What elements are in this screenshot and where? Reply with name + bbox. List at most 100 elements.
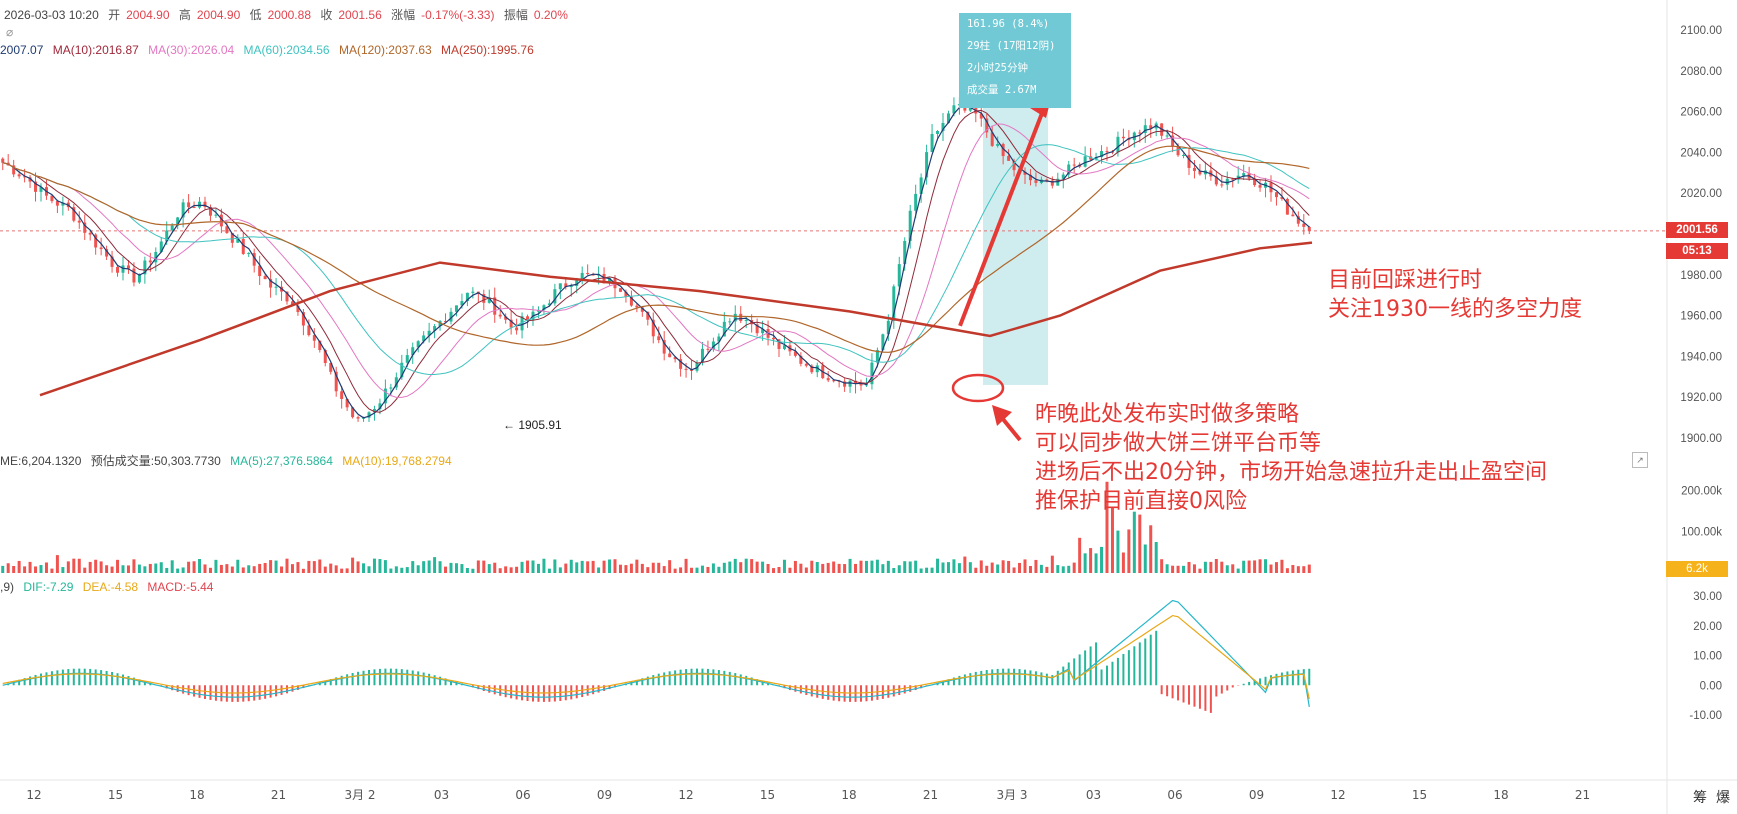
volume-bar	[903, 561, 907, 573]
candle-body	[372, 408, 376, 413]
macd-bar	[734, 673, 737, 686]
macd-bar	[384, 668, 387, 686]
ma-legend-item: 2007.07	[0, 43, 44, 57]
low-value: 2000.88	[267, 8, 311, 22]
countdown-tag: 05:13	[1666, 243, 1728, 259]
time-axis-tick: 3月 2	[344, 788, 375, 802]
macd-bar	[247, 685, 250, 702]
price-axis-tick: 1980.00	[1680, 270, 1722, 282]
volume-bar	[465, 567, 469, 573]
macd-bar	[1204, 685, 1207, 711]
volume-bar	[433, 557, 437, 573]
last-price-tag: 2001.56	[1666, 222, 1728, 238]
volume-bar	[1138, 514, 1142, 573]
low-marker: ← 1905.91	[503, 418, 562, 432]
volume-bar	[105, 565, 109, 573]
candle-body	[936, 131, 940, 134]
volume-bar	[859, 560, 863, 573]
volume-bar	[362, 563, 366, 573]
candle-body	[1253, 178, 1257, 186]
candle-body	[1023, 171, 1027, 175]
candle-body	[892, 286, 896, 321]
volume-bar	[487, 564, 491, 573]
volume-bar	[1209, 561, 1213, 573]
expand-icon[interactable]: ↗	[1632, 452, 1648, 468]
volume-bar	[460, 564, 464, 573]
volume-bar	[1, 565, 5, 573]
macd-bar	[963, 674, 966, 686]
macd-bar	[143, 681, 146, 686]
candle-body	[94, 234, 98, 248]
candle-body	[854, 380, 858, 384]
volume-ma10: MA(10):19,768.2794	[342, 454, 452, 468]
high-label: 高	[178, 8, 191, 22]
macd-bar	[242, 685, 245, 702]
candle-body	[717, 336, 721, 342]
volume-bar	[1296, 566, 1300, 573]
volume-bar	[1302, 566, 1306, 573]
liquidation-button[interactable]: 爆	[1716, 789, 1730, 805]
candle-body	[296, 305, 300, 313]
volume-bar	[340, 568, 344, 573]
ma-legend-item: MA(30):2026.04	[148, 43, 235, 57]
ma-legend-item: MA(120):2037.63	[338, 43, 432, 57]
candle-body	[728, 321, 732, 323]
estimated-volume: 预估成交量:50,303.7730	[90, 454, 221, 468]
candle-body	[886, 320, 890, 335]
macd-bar	[1242, 683, 1245, 686]
macd-bar	[138, 679, 141, 686]
volume-bar	[946, 562, 950, 573]
candle-body	[996, 144, 1000, 146]
close-value: 2001.56	[338, 8, 382, 22]
macd-bar	[821, 685, 824, 699]
header-datetime: 2026-03-03 10:20	[4, 8, 99, 22]
candle-body	[405, 355, 409, 363]
candle-body	[629, 296, 633, 306]
candle-body	[1001, 144, 1005, 157]
volume-bar	[1198, 568, 1202, 573]
ma-legend-item: MA(250):1995.76	[441, 43, 534, 57]
volume-bar	[1143, 544, 1147, 573]
tooltip-change: 161.96 (8.4%)	[967, 18, 1050, 30]
candle-body	[618, 288, 622, 292]
volume-bar	[531, 560, 535, 573]
volume-tag: 6.2k	[1666, 561, 1728, 577]
macd-bar	[389, 668, 392, 686]
macd-bar	[34, 674, 37, 686]
candle-body	[832, 380, 836, 382]
macd-bar	[1084, 650, 1087, 686]
time-axis-tick: 12	[26, 788, 41, 802]
candle-body	[274, 286, 278, 288]
volume-bar	[1116, 530, 1120, 573]
volume-bar	[1307, 564, 1311, 573]
volume-bar	[1165, 564, 1169, 573]
volume-bar	[1220, 561, 1224, 573]
candle-body	[553, 289, 557, 304]
volume-bar	[968, 562, 972, 573]
macd-bar	[723, 670, 726, 686]
candle-body	[985, 118, 989, 133]
candle-body	[290, 301, 294, 306]
macd-bar	[1106, 665, 1108, 686]
macd-axis-tick: 10.00	[1693, 651, 1722, 663]
ma10-line	[2, 109, 1310, 413]
macd-bar	[952, 677, 955, 686]
macd-bar	[592, 685, 595, 695]
macd-bar	[887, 685, 890, 698]
candle-body	[1138, 132, 1142, 134]
volume-bar	[728, 561, 732, 573]
chips-button[interactable]: 筹	[1693, 789, 1707, 805]
volume-bar	[1089, 548, 1093, 573]
ma120-line	[2, 145, 1310, 353]
candle-body	[558, 283, 562, 290]
volume-bar	[1285, 568, 1289, 573]
candle-body	[903, 240, 907, 265]
volume-bar	[750, 559, 754, 573]
eye-hidden-icon[interactable]: ⌀	[6, 25, 14, 39]
macd-bar	[712, 669, 715, 686]
volume-bar	[296, 562, 300, 573]
macd-bar	[373, 669, 376, 686]
candle-body	[739, 313, 743, 321]
candle-body	[1045, 179, 1049, 181]
